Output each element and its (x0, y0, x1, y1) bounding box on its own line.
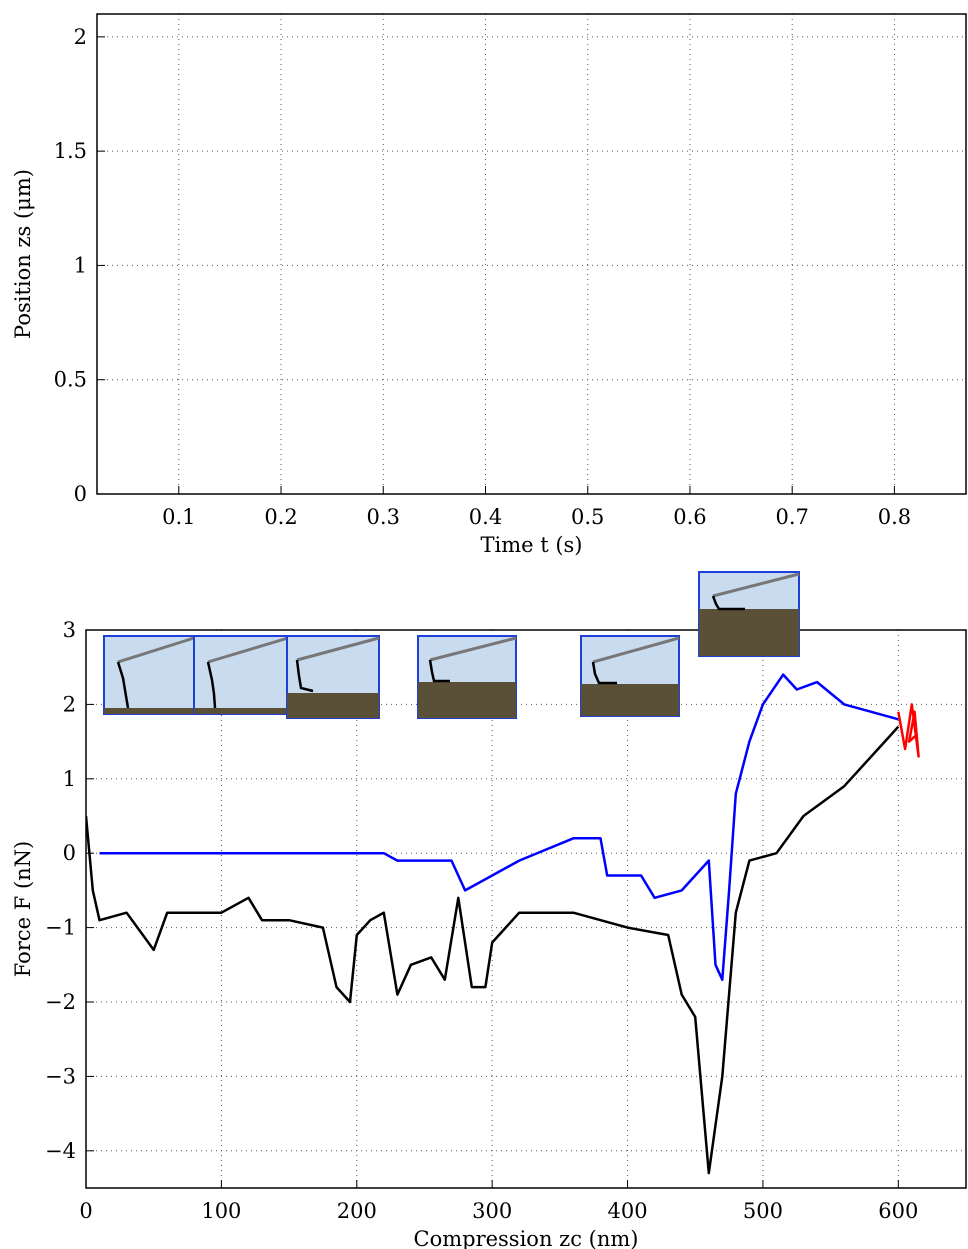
x-axis-label: Time t (s) (480, 533, 582, 557)
plot-frame (96, 13, 967, 495)
y-tick-label: 2 (74, 25, 87, 49)
y-tick-label: 1 (74, 253, 87, 277)
y-tick-label: −3 (45, 1064, 76, 1088)
x-tick-label: 0.5 (571, 505, 604, 529)
x-tick-label: 0.3 (367, 505, 400, 529)
y-axis-label: Position zs (μm) (11, 169, 35, 339)
data-line (99, 673, 899, 981)
y-tick-label: 1.5 (54, 139, 87, 163)
x-tick-label: 500 (743, 1199, 783, 1223)
x-tick-label: 300 (472, 1199, 512, 1223)
inset (103, 635, 195, 715)
x-tick-label: 600 (878, 1199, 918, 1223)
y-tick-label: 3 (63, 618, 76, 642)
plot-frame (85, 629, 967, 1189)
y-tick-label: 0 (74, 482, 87, 506)
x-tick-label: 0.1 (162, 505, 195, 529)
y-tick-label: −2 (45, 990, 76, 1014)
x-tick-label: 100 (201, 1199, 241, 1223)
y-tick-label: 1 (63, 767, 76, 791)
x-tick-label: 200 (337, 1199, 377, 1223)
inset (417, 635, 517, 719)
y-tick-label: 2 (63, 692, 76, 716)
y-tick-label: −4 (45, 1139, 76, 1163)
y-tick-label: 0.5 (54, 368, 87, 392)
inset (193, 635, 289, 715)
x-tick-label: 0.8 (878, 505, 911, 529)
inset (580, 635, 680, 717)
inset (698, 571, 800, 657)
data-line (897, 703, 920, 758)
y-tick-label: 0 (63, 841, 76, 865)
inset (286, 635, 380, 719)
x-tick-label: 0.4 (469, 505, 502, 529)
data-line (86, 725, 900, 1175)
x-axis-label: Compression zc (nm) (414, 1227, 639, 1249)
y-tick-label: −1 (45, 916, 76, 940)
x-tick-label: 0.6 (673, 505, 706, 529)
x-tick-label: 0.2 (264, 505, 297, 529)
x-tick-label: 0.7 (775, 505, 808, 529)
x-tick-label: 400 (607, 1199, 647, 1223)
y-axis-label: Force F (nN) (11, 841, 35, 978)
x-tick-label: 0 (79, 1199, 92, 1223)
